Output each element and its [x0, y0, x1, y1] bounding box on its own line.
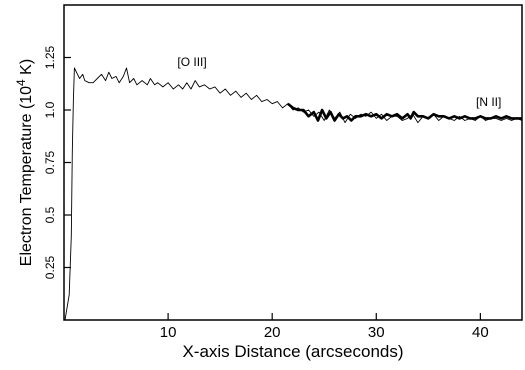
- series-line-o-iii: [64, 67, 523, 321]
- y-axis-title-superscript: 4: [14, 79, 28, 86]
- series-layer: [64, 67, 523, 321]
- axis-tick-labels: 0.25 0.5 0.75 1.0 1.25 10 20 30 40: [43, 45, 489, 341]
- y-tick-label: 0.75: [43, 150, 57, 174]
- y-tick-label: 1.0: [43, 101, 57, 118]
- plot-frame: [63, 4, 523, 321]
- y-axis-title: Electron Temperature (104 K): [14, 59, 35, 266]
- axis-ticks: [64, 56, 481, 320]
- series-line-n-ii: [286, 102, 522, 122]
- annotation-layer: [O III] [N II]: [177, 55, 501, 109]
- y-tick-label: 0.25: [43, 255, 57, 279]
- x-tick-label: 10: [160, 324, 177, 341]
- series-annotation: [N II]: [476, 95, 501, 109]
- y-axis-title-prefix: Electron Temperature (10: [18, 86, 35, 266]
- x-tick-label: 30: [368, 324, 385, 341]
- x-axis-title: X-axis Distance (arcseconds): [182, 342, 403, 361]
- y-axis-title-suffix: K): [18, 59, 35, 79]
- y-tick-label: 1.25: [43, 45, 57, 69]
- y-tick-label: 0.5: [43, 206, 57, 223]
- x-tick-label: 20: [264, 324, 281, 341]
- series-annotation: [O III]: [177, 55, 206, 69]
- x-tick-label: 40: [472, 324, 489, 341]
